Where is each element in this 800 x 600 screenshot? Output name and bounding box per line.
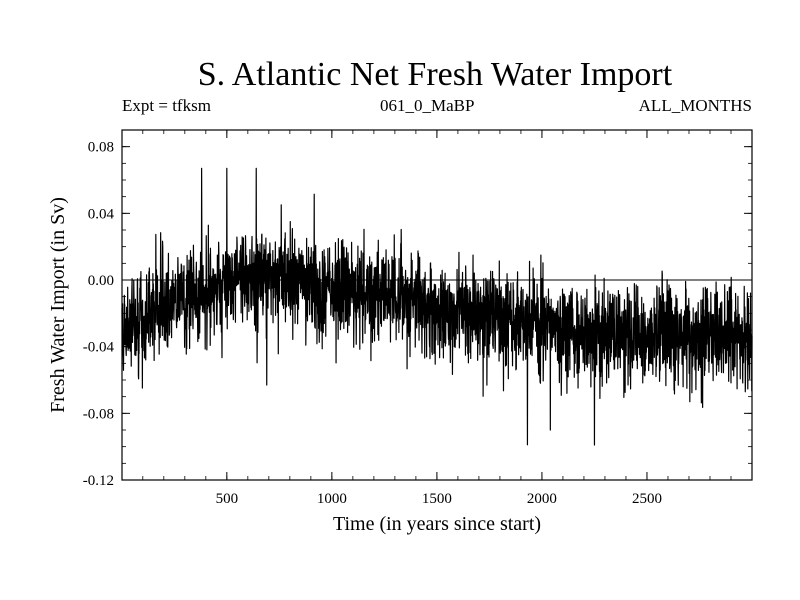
x-tick-label: 1500 — [422, 491, 452, 507]
y-tick-label: 0.04 — [88, 206, 115, 222]
axis-layer: 0.08 0.04 0.00 -0.04 -0.08 -0.12 500 1000 1500 20… — [83, 129, 753, 507]
series-line-0 — [121, 167, 753, 446]
chart-title: S. Atlantic Net Fresh Water Import — [197, 56, 673, 93]
x-tick-label: 500 — [216, 491, 239, 507]
y-axis-title: Fresh Water Import (in Sv) — [47, 197, 69, 413]
x-tick-label: 2000 — [527, 491, 557, 507]
y-tick-label: 0.08 — [88, 140, 114, 156]
x-tick-label: 2500 — [632, 491, 662, 507]
run-label: 061_0_MaBP — [380, 96, 475, 115]
y-tick-label: 0.00 — [88, 273, 114, 289]
experiment-label: Expt = tfksm — [122, 96, 211, 115]
y-tick-label: -0.12 — [83, 473, 114, 489]
months-label: ALL_MONTHS — [638, 96, 752, 115]
x-tick-label: 1000 — [317, 491, 347, 507]
y-tick-label: -0.08 — [83, 406, 114, 422]
series-layer — [121, 167, 753, 446]
x-axis-title: Time (in years since start) — [333, 513, 541, 535]
y-tick-label: -0.04 — [83, 340, 115, 356]
